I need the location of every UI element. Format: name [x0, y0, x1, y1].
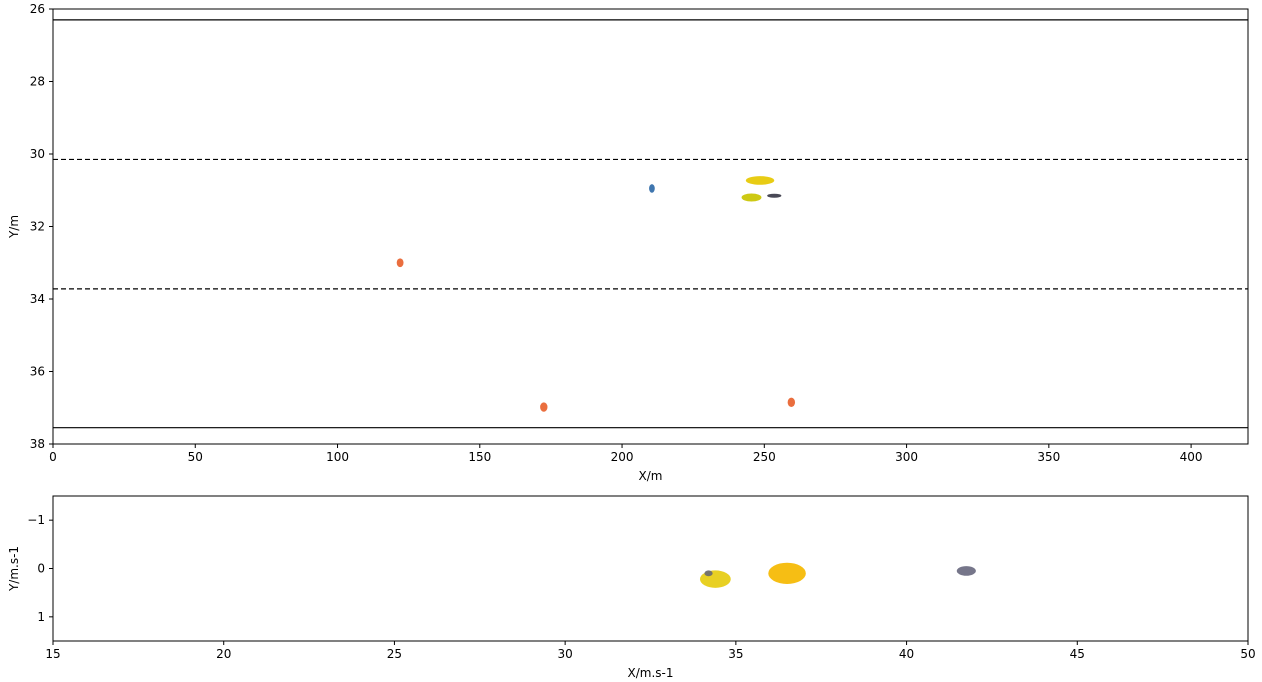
top-x-tick-label: 350 — [1037, 450, 1060, 464]
top-x-tick-label: 250 — [753, 450, 776, 464]
bottom-data-point-3 — [956, 566, 976, 576]
top-data-point-6 — [787, 397, 796, 408]
bottom-data-point-2 — [768, 562, 806, 584]
bottom-x-tick-label: 40 — [899, 647, 914, 661]
top-panel-position: 0 50 100 150 200 250 300 350 400 26283032343638 … — [7, 2, 1249, 483]
top-x-tick-label: 100 — [326, 450, 349, 464]
top-data-point-0 — [649, 184, 655, 193]
top-x-tick-label: 200 — [611, 450, 634, 464]
top-y-tick-label: 26 — [30, 2, 45, 16]
top-y-tick-label: 32 — [30, 220, 45, 234]
bottom-panel-velocity: 15 20 25 30 35 40 45 50 −1 0 1 X/m.s-1 Y/m.s-1 — [7, 495, 1256, 680]
bottom-y-tick-label: 0 — [37, 562, 45, 576]
top-x-tick-label: 50 — [188, 450, 203, 464]
bottom-x-axis-label: X/m.s-1 — [628, 666, 674, 680]
top-data-point-5 — [540, 402, 548, 412]
top-y-tick-label: 28 — [30, 75, 45, 89]
top-y-tick-label: 30 — [30, 147, 45, 161]
top-y-axis-label: Y/m — [7, 215, 21, 239]
top-y-tick-label: 36 — [30, 365, 45, 379]
top-x-axis-label: X/m — [639, 469, 663, 483]
bottom-y-axis-label: Y/m.s-1 — [7, 546, 21, 592]
bottom-x-tick-label: 35 — [728, 647, 743, 661]
top-x-tick-label: 150 — [468, 450, 491, 464]
top-x-tick-label: 0 — [49, 450, 57, 464]
bottom-x-tick-label: 25 — [387, 647, 402, 661]
bottom-y-tick-label: −1 — [27, 513, 45, 527]
top-x-tick-label: 300 — [895, 450, 918, 464]
bottom-plot-frame — [52, 495, 1249, 642]
bottom-y-tick-label: 1 — [37, 610, 45, 624]
top-data-point-3 — [767, 193, 782, 198]
bottom-x-tick-label: 20 — [216, 647, 231, 661]
bottom-x-tick-label: 30 — [558, 647, 573, 661]
top-y-tick-label: 38 — [30, 437, 45, 451]
top-plot-frame — [52, 8, 1249, 445]
top-data-point-1 — [745, 176, 775, 185]
top-y-tick-label: 34 — [30, 292, 45, 306]
bottom-x-tick-label: 50 — [1240, 647, 1255, 661]
bottom-data-point-1 — [704, 570, 713, 577]
bottom-x-tick-label: 45 — [1070, 647, 1085, 661]
top-data-point-2 — [741, 193, 762, 202]
top-data-point-4 — [396, 258, 404, 268]
bottom-x-tick-label: 15 — [45, 647, 60, 661]
top-x-tick-label: 400 — [1180, 450, 1203, 464]
